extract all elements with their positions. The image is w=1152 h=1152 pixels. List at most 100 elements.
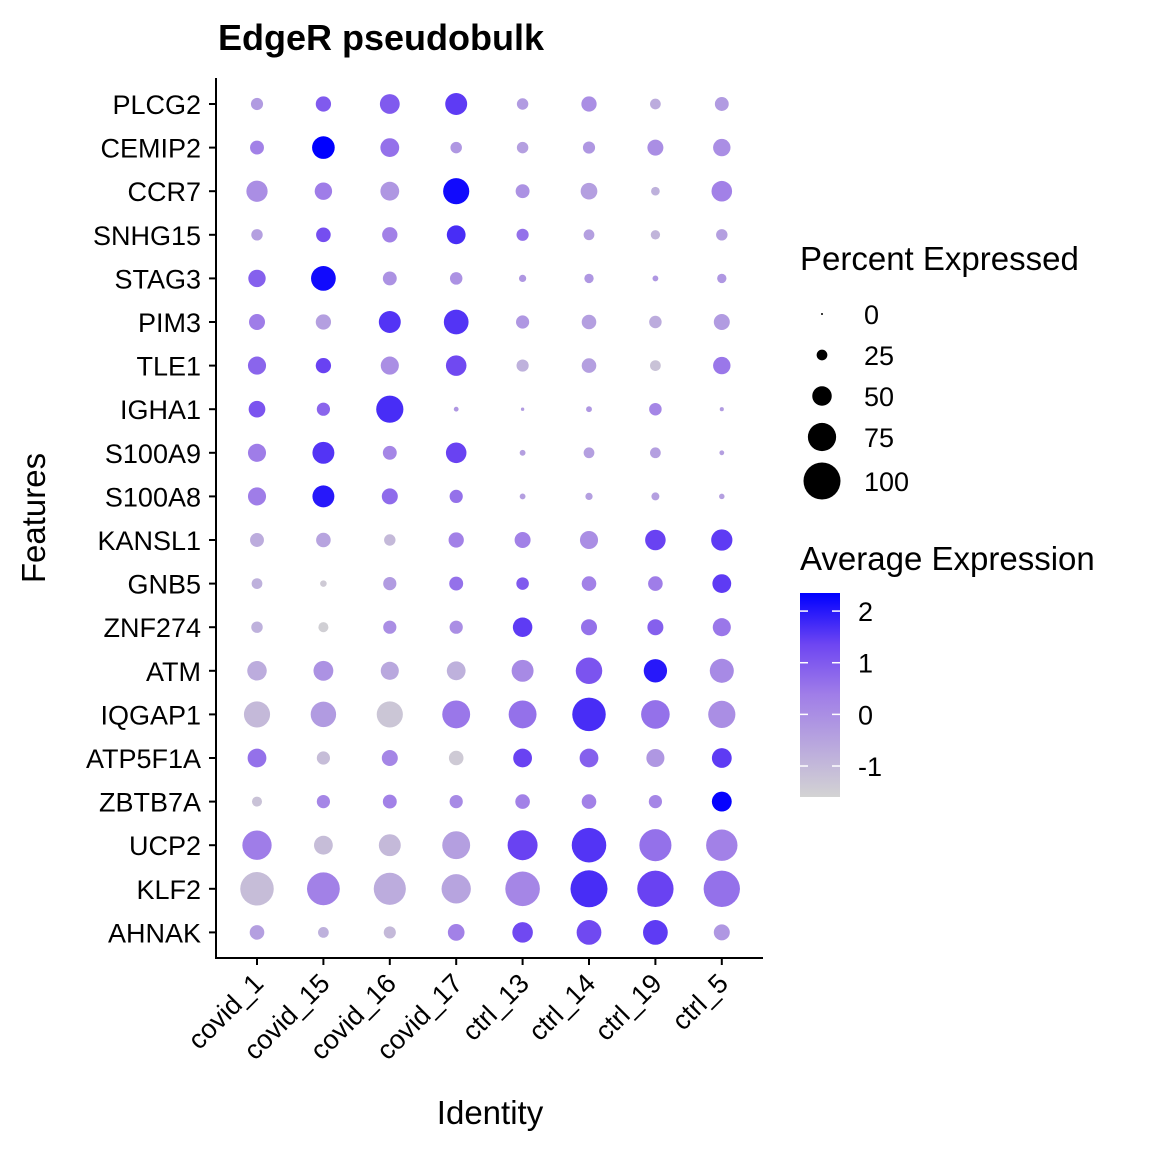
dot-TLE1-ctrl_13 bbox=[516, 359, 529, 372]
dot-IGHA1-ctrl_19 bbox=[649, 402, 662, 416]
dot-ATM-covid_17 bbox=[446, 661, 466, 681]
dot-GNB5-covid_17 bbox=[449, 576, 464, 591]
y-tick-label: IQGAP1 bbox=[100, 700, 201, 730]
dot-ATP5F1A-covid_1 bbox=[247, 748, 267, 768]
color-legend-title: Average Expression bbox=[800, 540, 1095, 577]
dot-UCP2-covid_17 bbox=[442, 831, 471, 860]
dot-AHNAK-ctrl_19 bbox=[643, 920, 668, 945]
y-tick-label: ATP5F1A bbox=[86, 744, 201, 774]
dot-KANSL1-covid_16 bbox=[384, 534, 396, 546]
dot-ATP5F1A-ctrl_5 bbox=[711, 748, 732, 768]
dot-KANSL1-ctrl_5 bbox=[711, 529, 733, 551]
dot-CEMIP2-covid_16 bbox=[380, 138, 400, 158]
dot-AHNAK-covid_17 bbox=[447, 924, 465, 941]
dot-AHNAK-covid_1 bbox=[249, 925, 265, 940]
dot-TLE1-covid_1 bbox=[247, 356, 267, 375]
dot-KLF2-covid_16 bbox=[373, 872, 406, 905]
dot-ZBTB7A-ctrl_13 bbox=[515, 794, 530, 809]
dot-TLE1-ctrl_14 bbox=[581, 358, 597, 373]
dot-PLCG2-covid_16 bbox=[379, 94, 400, 114]
dot-STAG3-covid_16 bbox=[382, 271, 397, 286]
dot-AHNAK-covid_16 bbox=[383, 926, 396, 939]
dot-AHNAK-covid_15 bbox=[318, 927, 329, 938]
dot-SNHG15-ctrl_14 bbox=[583, 229, 595, 241]
dots-layer bbox=[240, 93, 740, 945]
dot-S100A9-ctrl_19 bbox=[650, 447, 661, 459]
dot-PLCG2-ctrl_14 bbox=[581, 96, 597, 112]
dot-SNHG15-covid_1 bbox=[251, 229, 263, 241]
x-tick-label: ctrl_5 bbox=[666, 968, 734, 1036]
dot-KLF2-covid_17 bbox=[441, 874, 471, 904]
y-tick-label: S100A9 bbox=[105, 439, 201, 469]
dot-GNB5-covid_15 bbox=[320, 580, 327, 587]
dot-IGHA1-ctrl_13 bbox=[520, 407, 525, 411]
dot-ATM-ctrl_19 bbox=[643, 659, 668, 683]
y-tick-label: AHNAK bbox=[108, 918, 201, 948]
dot-CCR7-ctrl_19 bbox=[651, 186, 660, 196]
dot-ZBTB7A-ctrl_5 bbox=[711, 791, 732, 812]
dot-PLCG2-covid_17 bbox=[445, 93, 468, 115]
dot-IQGAP1-covid_15 bbox=[310, 701, 337, 728]
dot-KANSL1-covid_17 bbox=[448, 532, 464, 548]
size-legend-key bbox=[821, 313, 823, 315]
dot-TLE1-covid_16 bbox=[380, 356, 399, 375]
dot-GNB5-ctrl_14 bbox=[581, 576, 597, 591]
dot-UCP2-covid_15 bbox=[314, 835, 333, 855]
dot-KANSL1-covid_1 bbox=[250, 533, 264, 547]
dot-IQGAP1-ctrl_14 bbox=[572, 697, 606, 732]
dot-UCP2-covid_1 bbox=[242, 830, 272, 860]
dot-ZNF274-covid_15 bbox=[318, 622, 329, 633]
dot-ZBTB7A-ctrl_14 bbox=[581, 794, 597, 809]
dot-ATP5F1A-ctrl_13 bbox=[513, 748, 532, 768]
dot-PIM3-ctrl_19 bbox=[649, 315, 662, 329]
dot-ZNF274-covid_1 bbox=[251, 621, 263, 633]
dot-CCR7-covid_15 bbox=[314, 182, 333, 200]
dot-KLF2-ctrl_13 bbox=[505, 871, 540, 907]
y-tick-label: IGHA1 bbox=[120, 395, 201, 425]
dot-KANSL1-ctrl_14 bbox=[579, 530, 599, 550]
dot-S100A8-covid_1 bbox=[247, 487, 267, 506]
dot-ZNF274-covid_16 bbox=[383, 620, 397, 634]
dot-PIM3-covid_1 bbox=[249, 314, 265, 330]
dot-KANSL1-ctrl_19 bbox=[645, 529, 666, 551]
dot-STAG3-covid_17 bbox=[449, 272, 463, 285]
y-tick-label: SNHG15 bbox=[93, 221, 201, 251]
y-tick-label: KLF2 bbox=[136, 875, 201, 905]
dot-ZNF274-covid_17 bbox=[449, 620, 463, 634]
dot-KANSL1-covid_15 bbox=[316, 532, 331, 548]
dot-ATP5F1A-ctrl_14 bbox=[579, 748, 599, 768]
y-tick-label: ZBTB7A bbox=[99, 788, 201, 818]
color-bar bbox=[800, 593, 840, 797]
dot-CCR7-covid_17 bbox=[443, 178, 470, 205]
size-legend-label: 0 bbox=[864, 300, 879, 330]
color-legend: 2 1 0 -1 bbox=[800, 597, 882, 782]
dot-IQGAP1-covid_1 bbox=[243, 701, 271, 728]
dot-IGHA1-covid_16 bbox=[376, 395, 404, 423]
dot-AHNAK-ctrl_13 bbox=[512, 922, 533, 943]
dot-UCP2-ctrl_14 bbox=[571, 827, 607, 863]
x-tick-label: ctrl_14 bbox=[523, 968, 602, 1047]
dot-ZBTB7A-covid_16 bbox=[382, 794, 397, 809]
y-tick-label: CEMIP2 bbox=[100, 134, 201, 164]
dot-TLE1-covid_17 bbox=[445, 355, 467, 376]
color-legend-label: -1 bbox=[858, 752, 882, 782]
dot-CEMIP2-ctrl_13 bbox=[516, 141, 529, 154]
color-legend-label: 0 bbox=[858, 700, 873, 730]
dot-CCR7-ctrl_14 bbox=[580, 182, 598, 200]
dot-IGHA1-ctrl_5 bbox=[719, 407, 724, 412]
dot-SNHG15-covid_15 bbox=[316, 227, 331, 243]
y-tick-label: PIM3 bbox=[138, 308, 201, 338]
x-tick-label: ctrl_19 bbox=[589, 968, 668, 1047]
y-tick-label: S100A8 bbox=[105, 482, 201, 512]
dot-IQGAP1-ctrl_13 bbox=[508, 700, 537, 729]
dot-PIM3-covid_15 bbox=[315, 314, 332, 330]
dot-S100A8-covid_15 bbox=[312, 485, 335, 508]
dot-S100A8-covid_16 bbox=[381, 488, 398, 505]
dot-S100A8-covid_17 bbox=[449, 489, 463, 503]
dot-ATM-covid_1 bbox=[247, 661, 267, 681]
dot-STAG3-ctrl_14 bbox=[584, 273, 594, 284]
dot-S100A9-covid_15 bbox=[312, 441, 335, 464]
dot-CEMIP2-ctrl_19 bbox=[647, 139, 664, 156]
dot-CEMIP2-ctrl_5 bbox=[713, 138, 731, 157]
dot-ZBTB7A-ctrl_19 bbox=[648, 795, 663, 809]
